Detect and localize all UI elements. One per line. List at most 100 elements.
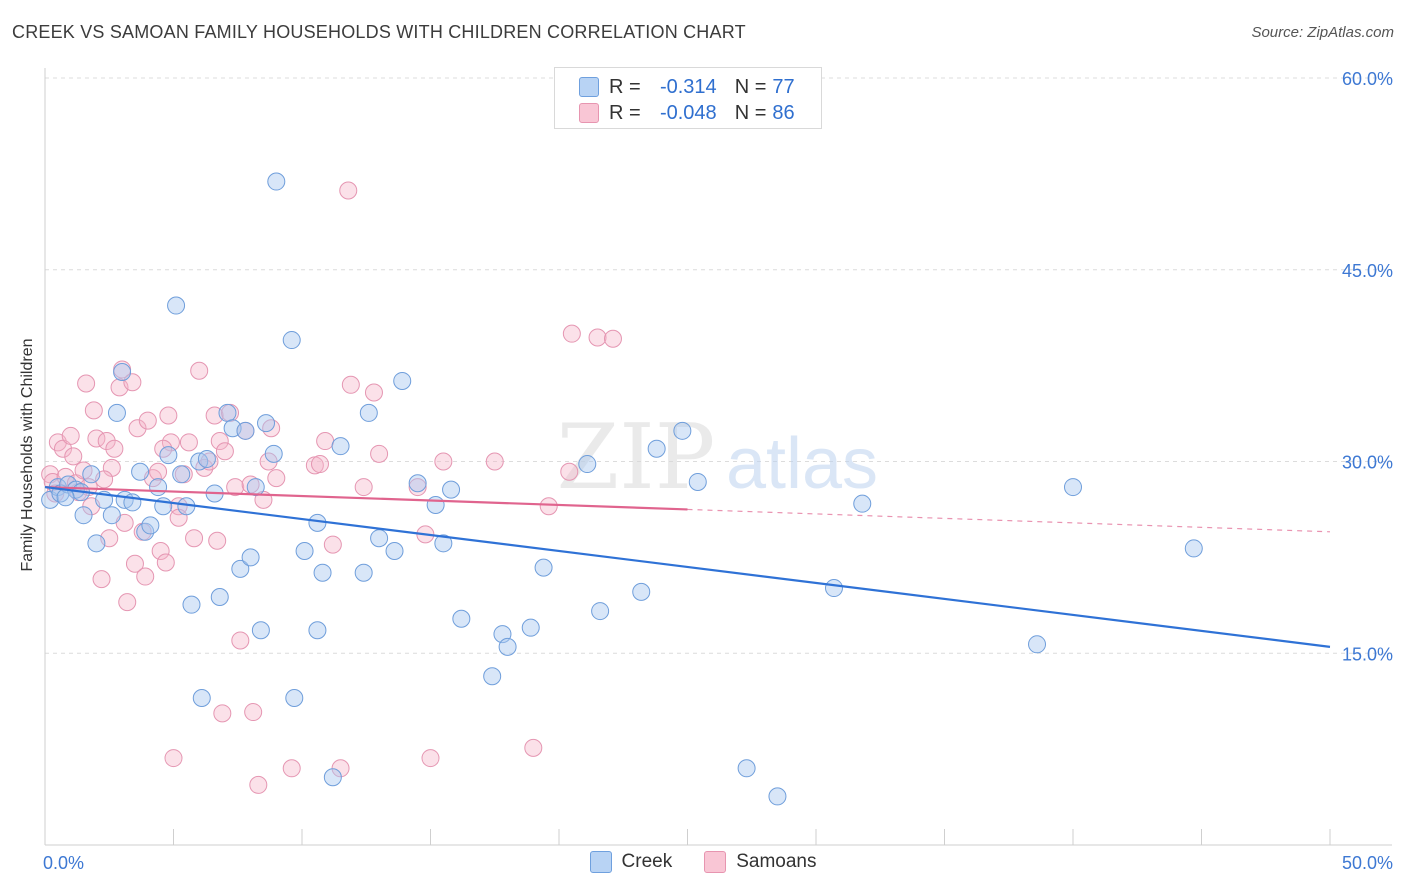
creek-point [591,602,610,621]
creek-point [632,582,651,601]
samoans-point [138,411,157,430]
creek-swatch [589,851,612,873]
creek-point [688,472,707,491]
samoans-point [200,452,219,471]
samoans-trend-line-extension [687,508,1331,533]
creek-point [107,403,126,422]
axes [44,68,1392,846]
legend-item-creek[interactable]: Creek [589,851,673,873]
samoans-point [190,361,209,380]
samoans-point [151,541,170,560]
creek-point [737,759,756,778]
source-credit: Source: ZipAtlas.com [1251,24,1394,41]
creek-point [241,548,260,567]
creek-point [264,444,283,463]
creek-point [159,446,178,465]
creek-legend-label: Creek [621,851,673,872]
samoans-point [241,475,260,494]
samoans-point [149,462,168,481]
samoans-point [267,469,286,488]
creek-point [323,768,342,787]
samoans-point [249,775,268,794]
creek-point [82,465,101,484]
creek-point [824,579,843,598]
creek-point [308,621,327,640]
chart-title: CREEK VS SAMOAN FAMILY HOUSEHOLDS WITH C… [12,22,746,42]
creek-point [210,588,229,607]
samoans-point [244,703,263,722]
samoans-point [364,383,383,402]
samoans-point [156,553,175,572]
creek-point [113,363,132,382]
watermark: ZIP atlas [557,405,878,510]
creek-point [483,667,502,686]
creek-point [141,516,160,535]
creek-point [1184,539,1203,558]
samoans-point [215,442,234,461]
creek-point [246,478,265,497]
samoans-point [64,447,83,466]
creek-point [192,688,211,707]
samoans-point [339,181,358,200]
creek-point [267,172,286,191]
samoans-point [84,401,103,420]
samoans-r-value: -0.048 [659,101,717,124]
creek-point [308,513,327,532]
r-label: R = [609,101,641,124]
samoans-point [323,535,342,554]
creek-point [197,449,216,468]
creek-point [434,534,453,553]
creek-point [393,371,412,390]
samoans-point [310,455,329,474]
samoans-point [118,593,137,612]
creek-point [498,637,517,656]
samoans-point [539,497,558,516]
samoans-point [588,328,607,347]
samoans-point [125,554,144,573]
creek-n-value: 77 [772,75,795,98]
legend-item-samoans[interactable]: Samoans [704,851,816,873]
samoans-point [185,529,204,548]
trend-lines [44,485,1331,648]
creek-point [167,296,186,315]
samoans-point [562,324,581,343]
creek-point [257,414,276,433]
samoans-point [560,462,579,481]
samoans-point [603,329,622,348]
samoans-point [61,426,80,445]
creek-point [149,478,168,497]
samoans-point [179,433,198,452]
x-tick-label-min: 0.0% [43,853,84,873]
creek-point [1028,635,1047,654]
samoans-legend-label: Samoans [736,851,817,872]
samoans-point [128,419,147,438]
samoans-point [354,478,373,497]
creek-point [182,595,201,614]
creek-point [385,541,404,560]
samoans-point [159,406,178,425]
creek-point [251,621,270,640]
y-tick-label: 60.0% [1342,69,1393,89]
creek-point [331,437,350,456]
n-label: N = [734,75,767,98]
samoans-point [341,375,360,394]
samoans-trend-line [44,485,688,511]
samoans-point [231,631,250,650]
tick-labels: 15.0% 30.0% 45.0% 60.0% 0.0% 50.0% [43,69,1393,873]
samoans-point [210,432,229,451]
samoans-swatch [704,851,727,873]
creek-point [172,465,191,484]
samoans-point [421,749,440,768]
samoans-point [316,432,335,451]
creek-point [370,529,389,548]
creek-point [354,563,373,582]
samoans-point [226,478,245,497]
creek-point [426,495,445,514]
creek-point [853,494,872,513]
creek-point [359,403,378,422]
creek-point [236,421,255,440]
samoans-point [262,419,281,438]
y-tick-label: 15.0% [1342,644,1393,664]
samoans-swatch [579,103,599,123]
